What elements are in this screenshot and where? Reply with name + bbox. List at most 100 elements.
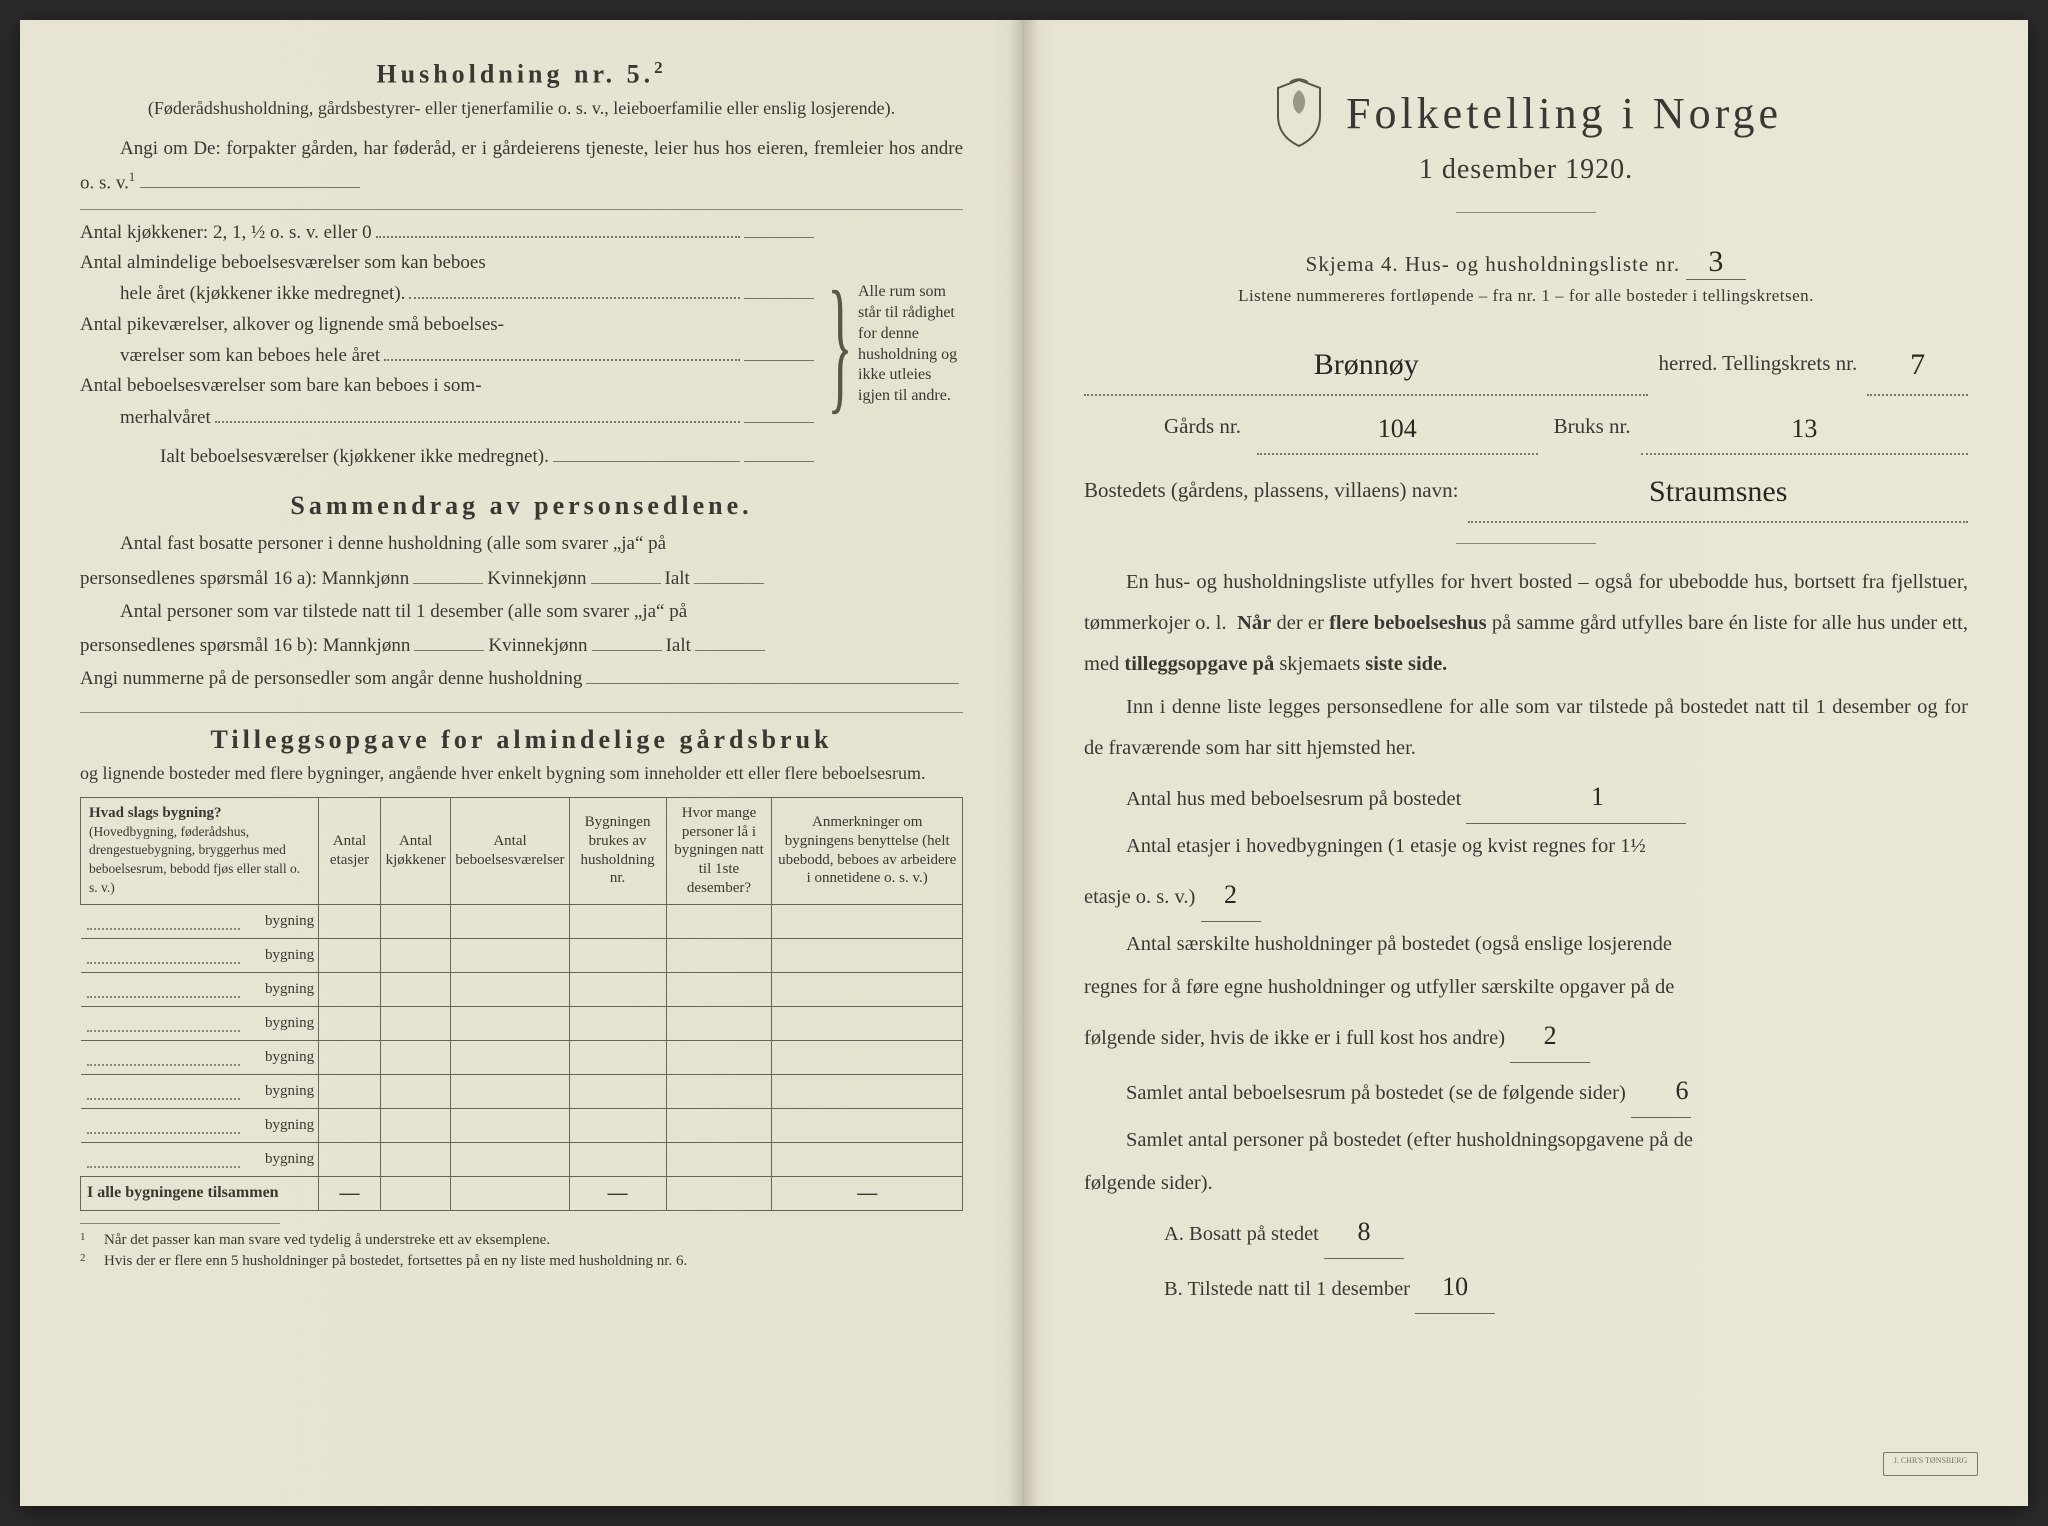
q4-val: 6 bbox=[1675, 1076, 1688, 1105]
table-cell bbox=[380, 1040, 451, 1074]
q2-field: 2 bbox=[1201, 869, 1261, 922]
herred-line: Brønnøy herred. Tellingskrets nr. 7 bbox=[1084, 328, 1968, 396]
table-cell bbox=[319, 904, 381, 938]
kjokken-blank bbox=[744, 217, 814, 238]
alm2: Antal pikeværelser, alkover og lignende … bbox=[80, 311, 814, 340]
alm3-text: Antal beboelsesværelser som bare kan beb… bbox=[80, 375, 482, 396]
row-bygning-cell: bygning bbox=[81, 904, 319, 938]
alm2b-blank bbox=[744, 340, 814, 361]
q2b-line: etasje o. s. v.) 2 bbox=[1084, 869, 1968, 922]
row-bygning-label: bygning bbox=[265, 1151, 314, 1167]
table-row: bygning bbox=[81, 1142, 963, 1176]
row-bygning-label: bygning bbox=[265, 947, 314, 963]
q3-field: 2 bbox=[1510, 1010, 1590, 1063]
footer-label: I alle bygningene tilsammen bbox=[81, 1176, 319, 1210]
main-date: 1 desember 1920. bbox=[1084, 154, 1968, 186]
table-cell bbox=[451, 972, 569, 1006]
th-0-sub: (Hovedbygning, føderådshus, drengestueby… bbox=[89, 824, 300, 895]
kjokken-label: Antal kjøkkener: 2, 1, ½ o. s. v. eller … bbox=[80, 216, 372, 249]
bosted-label: Bostedets (gårdens, plassens, villaens) … bbox=[1084, 467, 1458, 513]
alm3b-label: merhalvåret bbox=[80, 401, 211, 434]
samm-p1b: personsedlenes spørsmål 16 a): Mannkjønn bbox=[80, 562, 409, 595]
table-cell bbox=[380, 1074, 451, 1108]
kjokken-row: Antal kjøkkener: 2, 1, ½ o. s. v. eller … bbox=[80, 216, 814, 249]
ialt-line bbox=[553, 461, 740, 462]
krets-val: 7 bbox=[1910, 348, 1925, 381]
row-bygning-cell: bygning bbox=[81, 938, 319, 972]
foot-dash-1: — bbox=[319, 1176, 381, 1210]
q2-val: 2 bbox=[1224, 880, 1237, 909]
table-cell bbox=[569, 1108, 666, 1142]
table-cell bbox=[319, 1006, 381, 1040]
table-cell bbox=[666, 1108, 772, 1142]
th-2: Antal kjøkkener bbox=[380, 797, 451, 904]
table-cell bbox=[380, 1108, 451, 1142]
footnotes: 1Når det passer kan man svare ved tydeli… bbox=[80, 1223, 963, 1272]
footer-row: I alle bygningene tilsammen — — — bbox=[81, 1176, 963, 1210]
fn2-num: 2 bbox=[80, 1251, 94, 1272]
ialt-blank bbox=[744, 441, 814, 462]
foot-dash-2: — bbox=[569, 1176, 666, 1210]
row-dotline bbox=[87, 962, 241, 964]
table-cell bbox=[569, 1142, 666, 1176]
table-cell bbox=[666, 972, 772, 1006]
alm1b-dots bbox=[409, 297, 740, 299]
table-cell bbox=[569, 1074, 666, 1108]
table-cell bbox=[451, 1142, 569, 1176]
kv-label-1: Kvinnekjønn bbox=[487, 562, 586, 595]
angi-paragraph: Angi om De: forpakter gården, har føderå… bbox=[80, 132, 963, 201]
table-head: Hvad slags bygning?(Hovedbygning, føderå… bbox=[81, 797, 963, 904]
alm1b-label: hele året (kjøkkener ikke medregnet). bbox=[80, 277, 405, 310]
printer-stamp: J. CHR'S TØNSBERG bbox=[1883, 1452, 1978, 1476]
th-6: Anmerkninger om bygningens benyttelse (h… bbox=[772, 797, 963, 904]
crest-svg bbox=[1270, 78, 1328, 148]
samm-p2b: personsedlenes spørsmål 16 b): Mannkjønn bbox=[80, 629, 410, 662]
rooms-block: Antal kjøkkener: 2, 1, ½ o. s. v. eller … bbox=[80, 216, 963, 474]
tillegg-title: Tilleggsopgave for almindelige gårdsbruk bbox=[80, 725, 963, 755]
left-page: Husholdning nr. 5.2 (Føderådshusholdning… bbox=[20, 20, 1024, 1506]
row-bygning-label: bygning bbox=[265, 1015, 314, 1031]
table-cell bbox=[666, 1006, 772, 1040]
row-bygning-label: bygning bbox=[265, 1083, 314, 1099]
table-cell bbox=[569, 972, 666, 1006]
row-bygning-cell: bygning bbox=[81, 1142, 319, 1176]
curly-brace: } bbox=[827, 273, 852, 416]
th-0: Hvad slags bygning?(Hovedbygning, føderå… bbox=[81, 797, 319, 904]
table-cell bbox=[569, 1006, 666, 1040]
row-dotline bbox=[87, 1166, 241, 1168]
bruks-label: Bruks nr. bbox=[1554, 403, 1631, 449]
row-dotline bbox=[87, 1132, 241, 1134]
table-cell bbox=[380, 972, 451, 1006]
table-cell bbox=[319, 972, 381, 1006]
qA-val: 8 bbox=[1358, 1217, 1371, 1246]
table-cell bbox=[772, 972, 963, 1006]
table-cell bbox=[451, 1108, 569, 1142]
header-row: Hvad slags bygning?(Hovedbygning, føderå… bbox=[81, 797, 963, 904]
table-cell bbox=[666, 1074, 772, 1108]
table-row: bygning bbox=[81, 904, 963, 938]
household-5-title: Husholdning nr. 5.2 bbox=[80, 58, 963, 90]
q2b-label: etasje o. s. v.) bbox=[1084, 886, 1195, 908]
body-p2: Inn i denne liste legges personsedlene f… bbox=[1084, 687, 1968, 769]
qB-val: 10 bbox=[1442, 1272, 1468, 1301]
q1-val: 1 bbox=[1591, 782, 1604, 811]
mann-blank-2 bbox=[414, 650, 484, 651]
fn1-num: 1 bbox=[80, 1230, 94, 1251]
angi-sup: 1 bbox=[129, 170, 135, 184]
table-cell bbox=[772, 938, 963, 972]
document-spread: Husholdning nr. 5.2 (Føderådshusholdning… bbox=[20, 20, 2028, 1506]
table-cell bbox=[666, 1040, 772, 1074]
table-cell bbox=[666, 938, 772, 972]
skjema-nr-field: 3 bbox=[1686, 245, 1746, 280]
table-cell bbox=[772, 1074, 963, 1108]
table-row: bygning bbox=[81, 1074, 963, 1108]
table-cell bbox=[772, 1006, 963, 1040]
ialt-label-1: Ialt bbox=[665, 562, 690, 595]
table-cell bbox=[569, 904, 666, 938]
samm-p2a: Antal personer som var tilstede natt til… bbox=[80, 595, 963, 629]
table-cell bbox=[569, 1040, 666, 1074]
qB-line: B. Tilstede natt til 1 desember 10 bbox=[1084, 1261, 1968, 1314]
th-3: Antal beboelsesværelser bbox=[451, 797, 569, 904]
h5-title-text: Husholdning nr. 5. bbox=[376, 60, 654, 89]
qB-label: B. Tilstede natt til 1 desember bbox=[1164, 1278, 1410, 1300]
